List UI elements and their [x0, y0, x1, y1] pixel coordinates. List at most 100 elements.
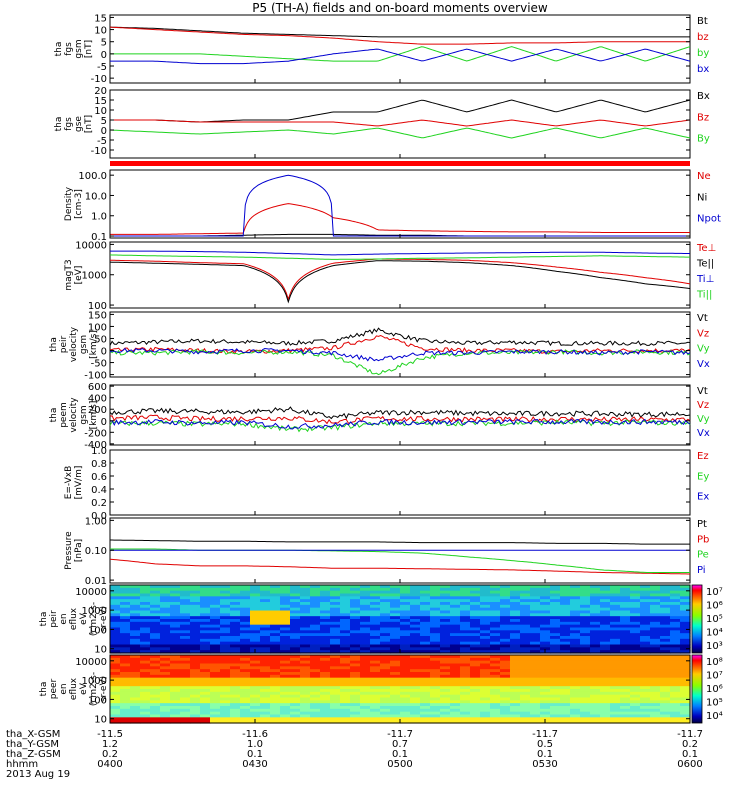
panel-pressure: Pt Pb Pe Pi 1.00 0.10 0.01 Pressure [nPa] [64, 516, 709, 587]
x-tick-label-time: 0530 [532, 759, 557, 770]
y-tick-label: -10 [91, 74, 107, 85]
x-tick-label-ygsm: 1.2 [102, 739, 118, 750]
colorbar-tick-label: 10⁸ [706, 657, 723, 668]
y-axis-label: [nT] [84, 40, 94, 58]
plot-frame [109, 14, 691, 84]
y-axis-label: [eV] [74, 266, 84, 285]
legend-label: By [697, 134, 710, 145]
y-tick-label: 100 [88, 625, 107, 636]
y-tick-label: 5 [101, 38, 107, 49]
series-line-Te⊥ [110, 258, 691, 301]
x-row-label: 2013 Aug 19 [6, 769, 70, 780]
y-tick-label: 15 [94, 96, 107, 107]
legend-label: Vz [697, 400, 709, 411]
y-tick-label: 0 [101, 50, 107, 61]
series-line-by [110, 46, 691, 62]
y-axis-label: (cm2-s- [89, 672, 99, 706]
x-tick-label-zgsm: 0.2 [102, 749, 118, 760]
y-tick-label: 0.10 [85, 546, 107, 557]
legend-label: Vx [697, 359, 710, 370]
legend-label: Te|| [696, 259, 714, 270]
y-axis-label: Density [64, 186, 74, 221]
y-tick-label: 200 [88, 405, 107, 416]
y-axis-label: gsm [79, 405, 89, 424]
y-tick-label: 0.0 [91, 511, 107, 522]
panel-peir_spectrogram: 10⁷ 10⁶ 10⁵ 10⁴ 10³ 10000 1000 100 10 tha peir en ef… [39, 584, 723, 656]
legend-label: Vy [697, 414, 710, 425]
y-tick-label: 0.01 [85, 576, 107, 587]
y-axis-label: (cm2-s- [89, 602, 99, 636]
y-axis-label: gsm [79, 335, 89, 354]
y-tick-label: 0.2 [91, 498, 107, 509]
y-tick-label: 10.0 [85, 191, 107, 202]
y-axis-label: magT3 [64, 259, 74, 290]
series-line-Pt [110, 539, 690, 545]
y-tick-label: 10000 [75, 657, 107, 668]
colorbar-tick-label: 10⁶ [706, 684, 723, 695]
plot-frame [109, 384, 691, 446]
legend-label: Vz [697, 328, 709, 339]
series-line-Vt [109, 406, 691, 420]
y-axis-label: eV [79, 682, 89, 695]
y-axis-label: sr-eV) [99, 606, 109, 632]
x-tick-label-xgsm: -11.7 [387, 729, 413, 740]
y-tick-label: 0.6 [91, 472, 107, 483]
panel-e_field: Ez Ey Ex 1.0 0.8 0.6 0.4 0.2 0.0 E=-VxB [mV/m] [64, 446, 709, 522]
legend-label: Ex [697, 492, 709, 503]
panel-temperature: Te⊥ Te|| Ti⊥ Ti|| 10000 1000 100 magT3 [eV] [64, 240, 716, 312]
colorbar [691, 584, 703, 654]
x-tick-label-zgsm: 0.1 [537, 749, 553, 760]
y-axis-label: en [59, 683, 69, 694]
x-tick-label-xgsm: -11.7 [532, 729, 558, 740]
y-axis-label: tha [39, 612, 49, 627]
series-line-Ti⊥ [110, 250, 690, 256]
y-tick-label: 1.0 [91, 446, 107, 457]
colorbar [691, 654, 703, 724]
y-axis-label: sr-eV) [99, 676, 109, 702]
y-axis-label: [nPa] [74, 539, 84, 562]
y-tick-label: 400 [88, 394, 107, 405]
legend-label: Ni [697, 192, 707, 203]
legend-label: Ti⊥ [696, 274, 714, 285]
y-tick-label: 10000 [75, 587, 107, 598]
plot-frame [109, 89, 691, 159]
series-line-Vz [109, 414, 691, 425]
legend-label: Pi [697, 565, 706, 576]
y-tick-label: -50 [91, 359, 107, 370]
y-tick-label: -5 [97, 136, 107, 147]
y-tick-label: 10 [94, 645, 107, 656]
y-tick-label: 1.00 [85, 516, 107, 527]
y-axis-label: [cm-3] [74, 189, 84, 219]
legend-label: Bt [697, 16, 708, 27]
y-tick-label: 100 [88, 322, 107, 333]
series-line-Bt [109, 26, 690, 38]
x-tick-label-time: 0430 [242, 759, 267, 770]
legend-label: Bx [697, 91, 710, 102]
series-line-Ti|| [109, 254, 690, 260]
legend-label: bx [697, 64, 709, 75]
series-line-Pb [109, 558, 690, 575]
plot-frame [109, 169, 691, 239]
plot-frame [109, 449, 691, 516]
y-axis-label: [km/s] [89, 401, 99, 430]
legend-label: Ne [697, 171, 711, 182]
legend-label: Vt [697, 313, 708, 324]
y-tick-label: -5 [97, 62, 107, 73]
legend-label: Pt [697, 519, 707, 530]
figure-title: P5 (TH-A) fields and on-board moments ov… [252, 1, 548, 15]
legend-label: Vy [697, 344, 710, 355]
y-tick-label: 0 [101, 126, 107, 137]
series-line-Vt [109, 327, 691, 347]
series-line-bx [110, 48, 691, 65]
series-line-Te|| [109, 260, 691, 304]
x-tick-label-ygsm: 1.0 [247, 739, 263, 750]
legend-label: Ez [697, 451, 709, 462]
y-tick-label: -100 [84, 371, 107, 382]
series-line-Bz [110, 119, 691, 127]
x-row-label: tha_Y-GSM [6, 739, 59, 750]
y-axis-label: peir [59, 335, 69, 353]
